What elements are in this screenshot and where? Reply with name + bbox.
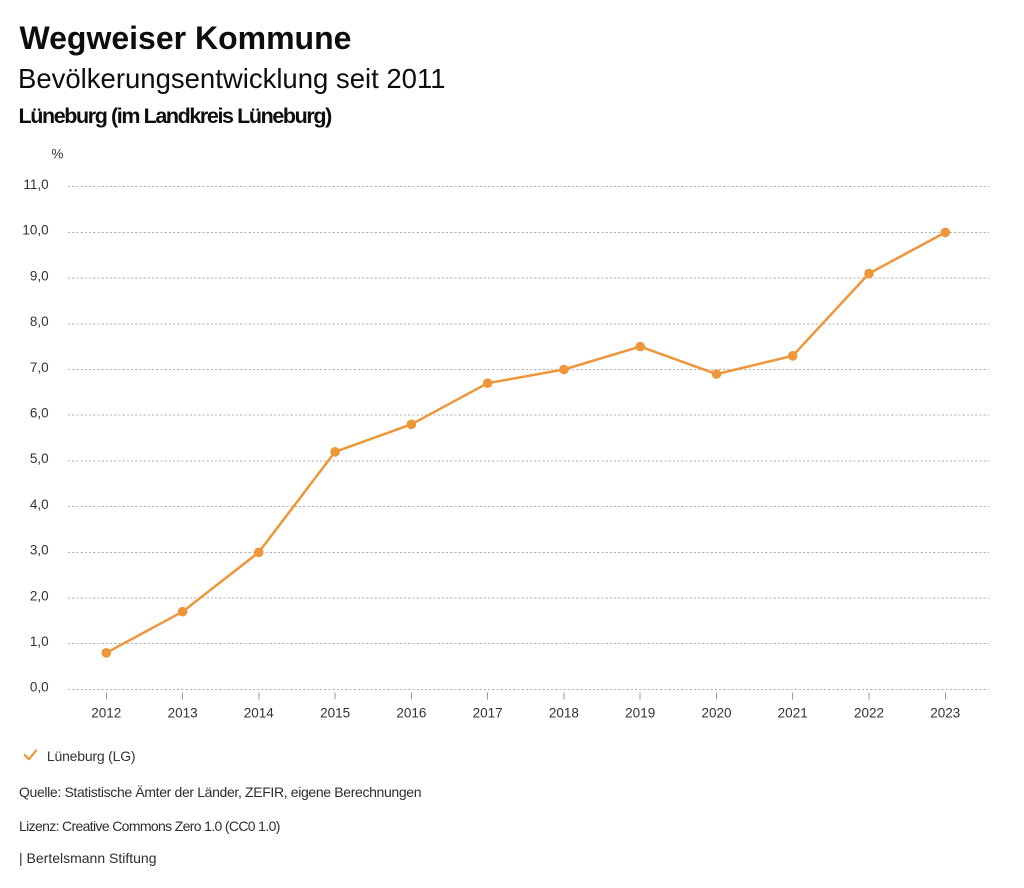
svg-text:2017: 2017 xyxy=(473,706,503,721)
svg-text:11,0: 11,0 xyxy=(23,177,48,192)
svg-text:2023: 2023 xyxy=(930,706,960,721)
svg-text:2022: 2022 xyxy=(854,706,884,721)
svg-text:2021: 2021 xyxy=(778,706,808,721)
svg-text:%: % xyxy=(51,146,63,161)
svg-text:1,0: 1,0 xyxy=(30,634,49,649)
svg-text:9,0: 9,0 xyxy=(30,268,49,283)
svg-text:10,0: 10,0 xyxy=(22,223,48,238)
svg-text:3,0: 3,0 xyxy=(30,543,49,558)
svg-text:2019: 2019 xyxy=(625,706,655,721)
svg-text:4,0: 4,0 xyxy=(30,497,49,512)
svg-text:0,0: 0,0 xyxy=(30,680,49,695)
svg-text:5,0: 5,0 xyxy=(30,451,49,466)
svg-text:8,0: 8,0 xyxy=(30,314,49,329)
svg-text:2016: 2016 xyxy=(396,706,426,721)
svg-text:2012: 2012 xyxy=(91,706,121,721)
svg-text:2013: 2013 xyxy=(168,706,198,721)
svg-text:2015: 2015 xyxy=(320,706,350,721)
svg-text:7,0: 7,0 xyxy=(30,360,49,375)
svg-text:2020: 2020 xyxy=(701,706,731,721)
svg-text:6,0: 6,0 xyxy=(30,406,49,421)
svg-text:2014: 2014 xyxy=(244,706,275,721)
svg-text:2,0: 2,0 xyxy=(30,588,49,603)
svg-text:2018: 2018 xyxy=(549,706,579,721)
